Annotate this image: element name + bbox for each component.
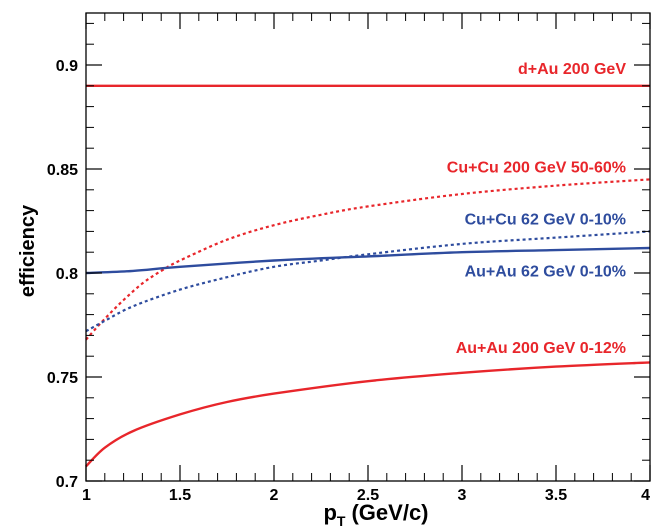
series-label-3: Cu+Cu 62 GeV 0-10% <box>465 211 626 228</box>
x-tick-label: 3.5 <box>545 487 567 504</box>
y-axis-ticks: 0.7 0.75 0.8 0.85 0.9 <box>47 22 650 491</box>
x-axis-ticks: 1 1.5 2 2.5 3 3.5 4 <box>82 13 651 504</box>
y-tick-label: 0.75 <box>47 370 78 387</box>
x-tick-label: 2 <box>270 487 279 504</box>
y-tick-label: 0.85 <box>47 162 78 179</box>
series-line-3 <box>85 230 651 333</box>
y-tick-label: 0.8 <box>56 266 78 283</box>
y-axis-label: efficiency <box>17 204 39 297</box>
series-lines <box>85 84 651 468</box>
y-tick-label: 0.9 <box>56 58 78 75</box>
x-axis-label-subscript: T <box>337 513 346 529</box>
series-label-4: Au+Au 62 GeV 0-10% <box>465 263 626 280</box>
x-tick-label: 1.5 <box>169 487 191 504</box>
x-axis-label: pT (GeV/c) <box>323 500 428 529</box>
y-tick-label: 0.7 <box>56 474 78 491</box>
series-label-5: Au+Au 200 GeV 0-12% <box>456 340 626 357</box>
x-tick-label: 4 <box>641 487 650 504</box>
x-tick-label: 3 <box>458 487 467 504</box>
x-axis-label-symbol: p <box>323 500 336 525</box>
series-label-2: Cu+Cu 200 GeV 50-60% <box>447 159 626 176</box>
series-line-5 <box>85 361 651 468</box>
x-axis-label-unit: (GeV/c) <box>351 500 428 525</box>
series-labels: d+Au 200 GeV Cu+Cu 200 GeV 50-60% Cu+Cu 62… <box>447 61 627 357</box>
x-tick-label: 2.5 <box>357 487 379 504</box>
x-tick-label: 1 <box>82 487 91 504</box>
series-line-4 <box>85 246 651 275</box>
series-label-1: d+Au 200 GeV <box>518 61 626 78</box>
series-line-2 <box>85 178 651 341</box>
plot-frame <box>85 12 651 482</box>
